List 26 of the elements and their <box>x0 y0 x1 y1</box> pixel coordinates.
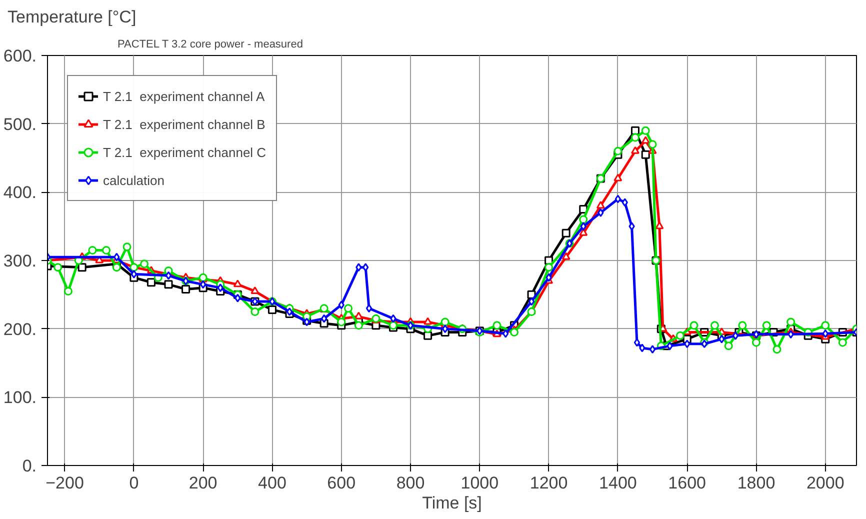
legend-label: T 2.1 experiment channel A <box>103 88 265 104</box>
y-tick-label: 500. <box>3 114 37 134</box>
y-tick-label: 200. <box>3 320 37 339</box>
y-tick-label: 100. <box>3 388 37 408</box>
legend-label: T 2.1 experiment channel B <box>103 116 266 132</box>
y-tick-label: 300. <box>3 252 37 270</box>
y-tick-label: 400. <box>3 183 37 202</box>
x-tick-label: 1800 <box>737 474 776 492</box>
y-tick-label: 0. <box>22 456 37 476</box>
x-tick-label: 0 <box>129 474 139 492</box>
x-axis-title: Time [s] <box>422 494 482 512</box>
legend-label: T 2.1 experiment channel C <box>103 144 266 160</box>
x-tick-label: 400 <box>258 474 286 492</box>
legend-label: calculation <box>103 172 164 188</box>
x-tick-label: 800 <box>396 474 425 492</box>
x-tick-label: 1200 <box>530 474 568 492</box>
x-tick-label: 1000 <box>460 474 499 492</box>
y-tick-label: 600. <box>3 46 37 66</box>
x-tick-label: 600 <box>327 474 356 492</box>
x-tick-label: −200 <box>46 474 84 492</box>
y-axis-title: Temperature [°C] <box>8 8 136 26</box>
x-tick-label: 2000 <box>806 474 844 492</box>
chart-title: PACTEL T 3.2 core power - measured <box>118 38 303 50</box>
x-tick-label: 1400 <box>599 474 637 492</box>
x-tick-label: 200 <box>188 474 218 492</box>
x-tick-label: 1600 <box>668 474 706 492</box>
